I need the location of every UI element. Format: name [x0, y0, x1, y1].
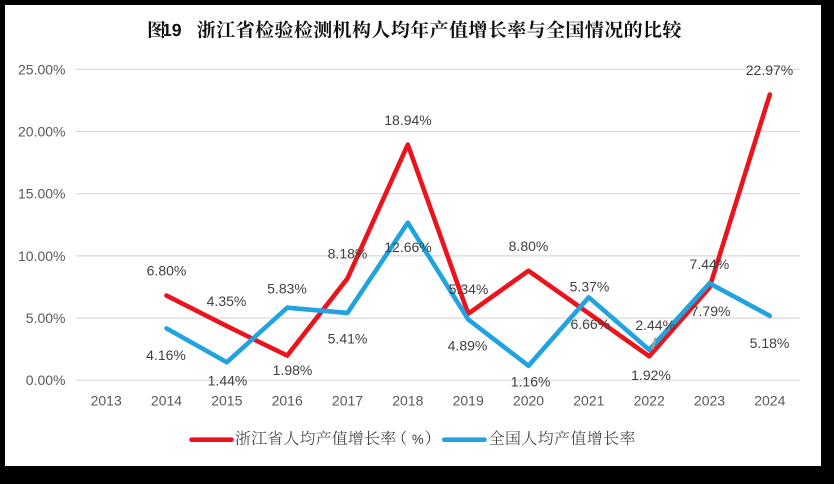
svg-text:4.89%: 4.89%: [448, 337, 488, 353]
svg-text:0.00%: 0.00%: [26, 372, 66, 388]
svg-text:1.44%: 1.44%: [208, 372, 248, 388]
svg-text:2013: 2013: [91, 393, 122, 409]
svg-text:2020: 2020: [513, 393, 544, 409]
svg-text:1.98%: 1.98%: [273, 362, 313, 378]
svg-text:2015: 2015: [211, 393, 242, 409]
svg-text:8.18%: 8.18%: [328, 246, 368, 262]
svg-text:25.00%: 25.00%: [18, 61, 65, 77]
svg-text:5.41%: 5.41%: [328, 331, 368, 347]
svg-text:2023: 2023: [694, 393, 725, 409]
svg-text:1.16%: 1.16%: [511, 374, 551, 390]
svg-text:10.00%: 10.00%: [18, 248, 65, 264]
svg-text:18.94%: 18.94%: [384, 112, 431, 128]
svg-text:2024: 2024: [754, 393, 785, 409]
svg-text:15.00%: 15.00%: [18, 186, 65, 202]
svg-text:6.66%: 6.66%: [570, 316, 610, 332]
svg-text:22.97%: 22.97%: [746, 62, 793, 78]
svg-text:20.00%: 20.00%: [18, 124, 65, 140]
svg-text:5.00%: 5.00%: [26, 310, 66, 326]
svg-text:5.18%: 5.18%: [750, 335, 790, 351]
svg-text:6.80%: 6.80%: [147, 263, 187, 279]
svg-text:5.37%: 5.37%: [570, 279, 610, 295]
svg-text:2014: 2014: [151, 393, 182, 409]
svg-text:7.79%: 7.79%: [691, 303, 731, 319]
svg-text:2019: 2019: [453, 393, 484, 409]
svg-text:7.44%: 7.44%: [690, 256, 730, 272]
svg-text:4.35%: 4.35%: [207, 293, 247, 309]
svg-text:1.92%: 1.92%: [631, 367, 671, 383]
svg-text:2018: 2018: [392, 393, 423, 409]
svg-text:8.80%: 8.80%: [509, 238, 549, 254]
svg-text:5.34%: 5.34%: [449, 281, 489, 297]
svg-text:2.44%: 2.44%: [635, 317, 675, 333]
svg-text:2017: 2017: [332, 393, 363, 409]
svg-text:2021: 2021: [573, 393, 604, 409]
svg-text:5.83%: 5.83%: [267, 281, 307, 297]
svg-text:4.16%: 4.16%: [146, 347, 186, 363]
svg-text:2022: 2022: [634, 393, 665, 409]
svg-text:2016: 2016: [272, 393, 303, 409]
svg-text:12.66%: 12.66%: [384, 239, 431, 255]
